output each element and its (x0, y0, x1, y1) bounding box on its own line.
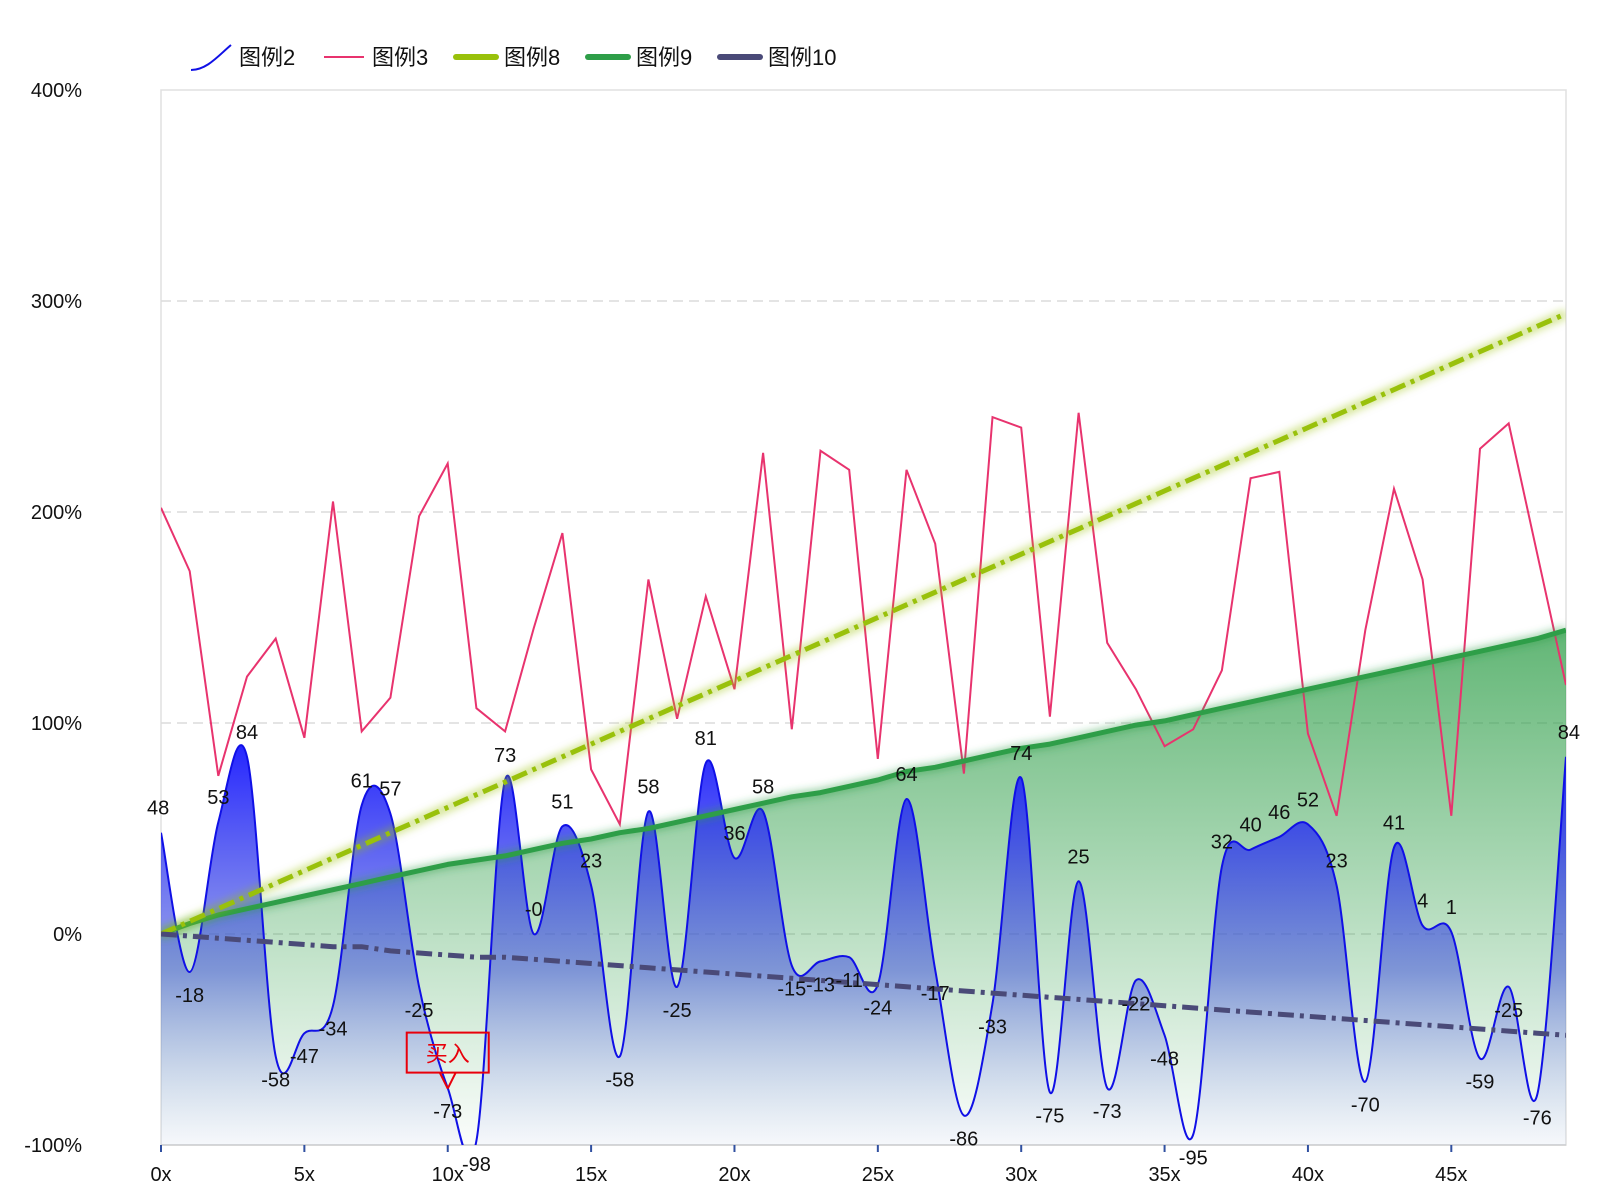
legend-label: 图例3 (372, 45, 428, 70)
data-label: 41 (1383, 812, 1405, 834)
data-label: 4 (1417, 891, 1428, 913)
series-line-图例3 (161, 412, 1566, 828)
series-line-图例9 (161, 627, 1566, 937)
y-tick-label: -100% (24, 1135, 82, 1157)
series-line-图例10 (161, 931, 1566, 1038)
annotation-pointer (438, 1072, 449, 1090)
y-tick-label: 400% (31, 80, 82, 102)
data-label: -25 (663, 1000, 692, 1022)
data-label: 84 (1558, 722, 1580, 744)
x-tick-label: 40x (1292, 1164, 1324, 1186)
data-label: -13 (806, 974, 835, 996)
x-tick-label: 20x (718, 1164, 750, 1186)
data-label: -86 (949, 1128, 978, 1150)
data-label: 51 (551, 791, 573, 813)
data-label: -17 (921, 983, 950, 1005)
data-label: -75 (1035, 1105, 1064, 1127)
data-label: -70 (1351, 1095, 1380, 1117)
data-label: 48 (147, 798, 169, 820)
data-label: 84 (236, 722, 258, 744)
data-label: 52 (1297, 789, 1319, 811)
data-label: -18 (175, 985, 204, 1007)
data-label: 64 (895, 764, 917, 786)
x-tick-label: 5x (294, 1164, 315, 1186)
data-label: 57 (379, 779, 401, 801)
annotation-box (405, 1031, 490, 1074)
data-label: 73 (494, 745, 516, 767)
x-tick-label: 25x (862, 1164, 894, 1186)
data-label: 25 (1067, 846, 1089, 868)
data-label: -0 (525, 899, 543, 921)
data-label: -47 (290, 1046, 319, 1068)
data-label: -58 (261, 1069, 290, 1091)
annotations: 买入 (405, 1031, 490, 1090)
y-tick-label: 300% (31, 291, 82, 313)
data-label: -98 (462, 1154, 491, 1176)
annotation-pointer (446, 1072, 457, 1090)
data-label: -25 (1494, 1000, 1523, 1022)
data-label: -22 (1121, 993, 1150, 1015)
data-label: 23 (1325, 850, 1347, 872)
x-tick-label: 35x (1148, 1164, 1180, 1186)
series-glow-图例8 (161, 309, 1566, 939)
data-label: -73 (1093, 1101, 1122, 1123)
y-tick-label: 100% (31, 713, 82, 735)
data-label: -48 (1150, 1048, 1179, 1070)
data-label: 1 (1446, 897, 1457, 919)
data-label: -73 (433, 1101, 462, 1123)
data-label: 32 (1211, 831, 1233, 853)
x-tick-label: 45x (1435, 1164, 1467, 1186)
series-area-图例2 (161, 745, 1566, 1145)
data-label: 74 (1010, 743, 1032, 765)
data-label: -15 (777, 979, 806, 1001)
x-tick-label: 10x (432, 1164, 464, 1186)
legend-label: 图例9 (636, 45, 692, 70)
data-label: -95 (1179, 1147, 1208, 1169)
data-label: -25 (405, 1000, 434, 1022)
data-label: 61 (351, 770, 373, 792)
legend-label: 图例2 (239, 45, 295, 70)
data-label: 58 (752, 777, 774, 799)
data-label: 58 (637, 777, 659, 799)
data-label: -59 (1466, 1071, 1495, 1093)
data-label: 46 (1268, 802, 1290, 824)
legend-label: 图例8 (504, 45, 560, 70)
series-layer (161, 309, 1566, 1145)
data-label: 36 (723, 823, 745, 845)
data-label: 23 (580, 850, 602, 872)
legend-label: 图例10 (768, 45, 836, 70)
data-label: -24 (863, 998, 892, 1020)
data-label: -76 (1523, 1107, 1552, 1129)
x-tick-label: 30x (1005, 1164, 1037, 1186)
data-label: -33 (978, 1017, 1007, 1039)
data-label: 40 (1239, 815, 1261, 837)
annotation-text: 买入 (426, 1042, 470, 1067)
data-label: -58 (605, 1069, 634, 1091)
y-tick-label: 0% (53, 924, 82, 946)
legend: 图例2 图例3 图例8 图例9 图例10 (190, 44, 836, 71)
data-label: -11 (835, 970, 862, 992)
data-label: 53 (207, 787, 229, 809)
data-label: 81 (695, 728, 717, 750)
x-tick-label: 0x (150, 1164, 171, 1186)
legend-symbol (190, 44, 232, 71)
x-tick-label: 15x (575, 1164, 607, 1186)
y-tick-label: 200% (31, 502, 82, 524)
data-label: -34 (319, 1019, 348, 1041)
